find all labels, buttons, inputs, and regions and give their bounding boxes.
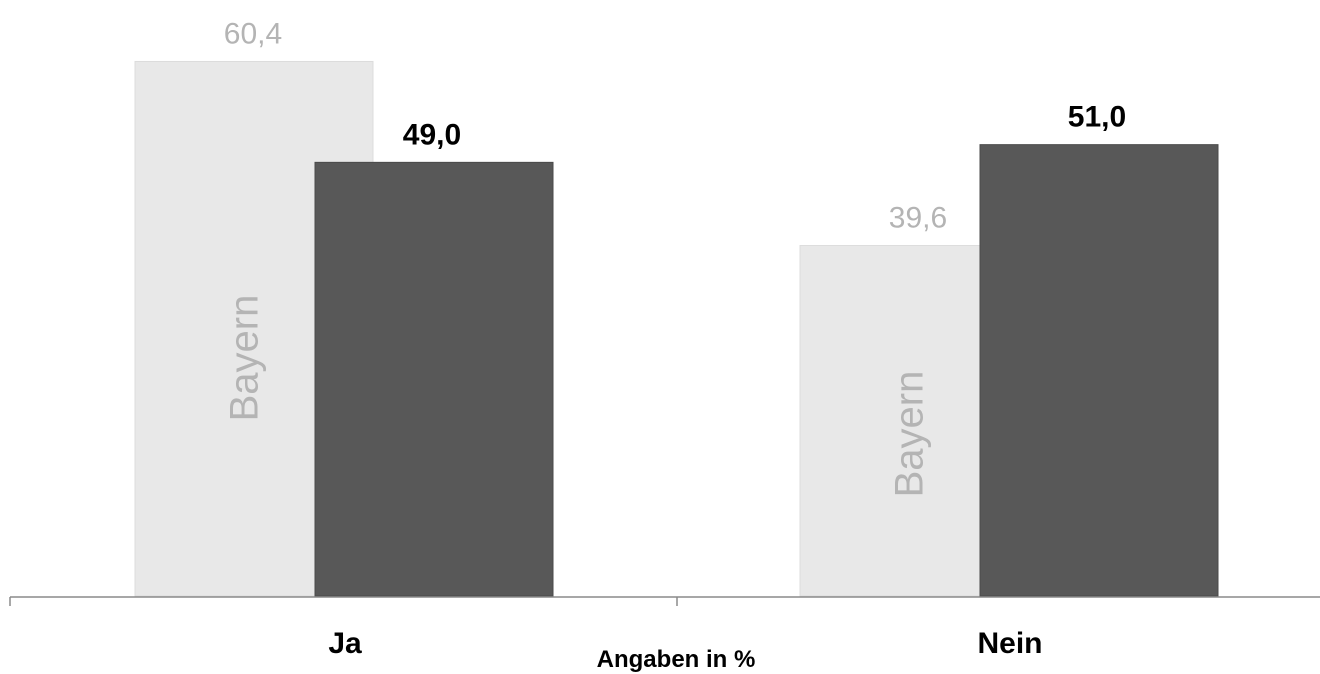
category-label-ja: Ja [328, 627, 362, 660]
category-label-nein: Nein [977, 627, 1042, 660]
labels-layer: 60,4 Bayern 39,6 Bayern 49,0 51,0 [223, 17, 1127, 497]
units-note: Angaben in % [597, 646, 756, 673]
bar-2-ja [314, 161, 554, 597]
data-label-2-ja: 49,0 [403, 118, 461, 151]
series-name-label-nein: Bayern [888, 371, 932, 498]
data-label-2-nein: 51,0 [1068, 101, 1126, 134]
series-name-label-ja: Bayern [223, 295, 267, 422]
bar-2-nein [979, 144, 1219, 597]
bars-layer [134, 60, 1219, 597]
data-label-1-nein: 39,6 [889, 202, 947, 235]
data-label-1-ja: 60,4 [224, 17, 282, 50]
